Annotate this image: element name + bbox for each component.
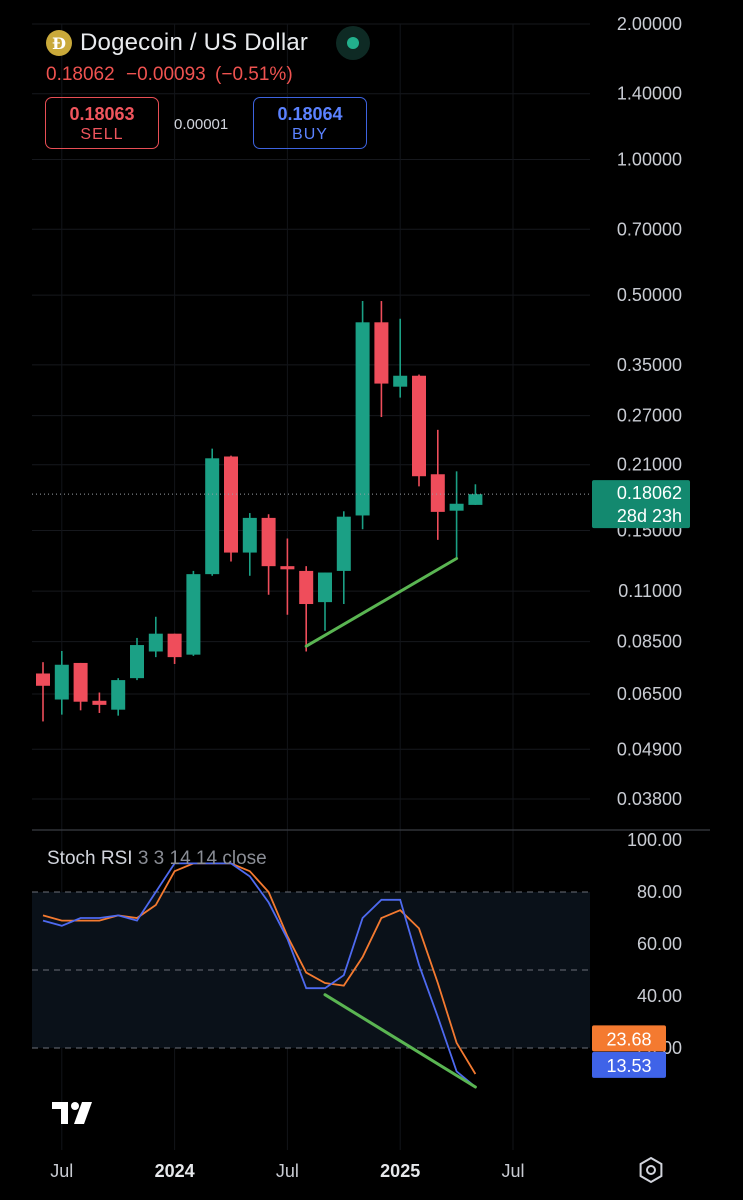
price-change: −0.00093 <box>125 64 206 85</box>
sell-price: 0.18063 <box>69 104 135 124</box>
price-tick-label: 0.50000 <box>617 285 682 305</box>
stoch-tick-label: 100.00 <box>627 830 682 850</box>
stoch-tick-label: 40.00 <box>637 986 682 1006</box>
sell-button[interactable]: 0.18063 SELL <box>45 97 159 149</box>
status-dot <box>347 37 360 49</box>
price-summary: 0.18062 −0.00093 (−0.51%) <box>46 64 293 86</box>
price-tick-label: 0.27000 <box>617 406 682 426</box>
buy-button[interactable]: 0.18064 BUY <box>253 97 367 149</box>
candle-body <box>36 673 50 686</box>
candle-body <box>449 503 464 511</box>
candle-body <box>393 375 408 387</box>
candle-countdown-label: 28d 23h <box>617 506 682 526</box>
stoch-trendline-segment <box>323 993 477 1089</box>
stoch-rsi-pane <box>32 862 590 1089</box>
last-price: 0.18062 <box>46 64 115 85</box>
candle-body <box>205 458 220 575</box>
candle-body <box>430 474 445 512</box>
candle-body <box>167 633 182 658</box>
stoch-k-line <box>42 862 476 1088</box>
candlestick-series <box>32 301 592 722</box>
tradingview-logo[interactable] <box>52 1100 100 1131</box>
candle-body <box>92 700 107 705</box>
stoch-tick-label: 80.00 <box>637 882 682 902</box>
candle-body <box>299 570 314 605</box>
sell-label: SELL <box>80 126 124 143</box>
candle-body <box>111 680 126 710</box>
candle-body <box>280 566 295 570</box>
price-change-percent: (−0.51%) <box>215 64 293 85</box>
price-tick-label: 1.00000 <box>617 150 682 170</box>
time-tick-label: 2025 <box>380 1161 420 1181</box>
price-tick-label: 0.04900 <box>617 739 682 759</box>
candle-body <box>186 574 201 655</box>
candle-body <box>242 517 257 553</box>
candle-body <box>224 456 238 553</box>
buy-price: 0.18064 <box>277 104 343 124</box>
candle-body <box>355 322 370 516</box>
stoch-d-badge <box>592 1025 666 1052</box>
price-tick-label: 0.06500 <box>617 684 682 704</box>
candle-body <box>73 662 88 702</box>
price-tick-label: 0.03800 <box>617 789 682 809</box>
candle-body <box>374 322 389 384</box>
candle-body <box>54 664 69 700</box>
settings-icon[interactable] <box>637 1156 665 1184</box>
spread-value: 0.00001 <box>174 116 229 133</box>
candle-body <box>336 516 351 571</box>
stoch-k-value: 13.53 <box>606 1056 651 1076</box>
time-axis: Jul 2024 Jul 2025 Jul <box>50 1161 524 1181</box>
time-tick-label: 2024 <box>155 1161 195 1181</box>
dogecoin-icon: Ð <box>46 30 72 56</box>
indicator-name: Stoch RSI <box>47 848 133 869</box>
indicator-legend[interactable]: Stoch RSI 3 3 14 14 close <box>47 848 267 870</box>
price-tick-label: 0.21000 <box>617 455 682 475</box>
price-trendline <box>304 556 459 648</box>
symbol-header[interactable]: Ð Dogecoin / US Dollar <box>46 26 371 60</box>
price-tick-label: 0.11000 <box>618 581 682 601</box>
candle-body <box>261 517 276 567</box>
price-axis: 2.00000 1.40000 1.00000 0.70000 0.50000 0.350… <box>592 14 690 809</box>
candle-body <box>148 633 163 652</box>
market-status-icon[interactable] <box>336 26 371 60</box>
stoch-k-badge <box>592 1051 666 1078</box>
buy-label: BUY <box>292 126 328 143</box>
indicator-params: 3 3 14 14 close <box>137 848 267 869</box>
price-tick-label: 0.08500 <box>617 632 682 652</box>
price-tick-label: 0.35000 <box>617 355 682 375</box>
price-tick-label: 2.00000 <box>617 14 682 34</box>
candle-body <box>318 572 332 603</box>
time-tick-label: Jul <box>50 1161 73 1181</box>
time-tick-label: Jul <box>276 1161 299 1181</box>
stoch-tick-label: 60.00 <box>637 934 682 954</box>
price-trendline-segment <box>304 556 459 648</box>
current-price-label: 0.18062 <box>617 483 682 503</box>
current-price-badge <box>592 480 690 529</box>
price-tick-label: 1.40000 <box>617 84 682 104</box>
stoch-d-value: 23.68 <box>606 1029 651 1049</box>
price-tick-label: 0.70000 <box>617 219 682 239</box>
candle-body <box>468 494 483 505</box>
candle-body <box>130 645 144 679</box>
symbol-title: Dogecoin / US Dollar <box>80 29 309 56</box>
time-tick-label: Jul <box>501 1161 524 1181</box>
candle-body <box>412 375 426 477</box>
